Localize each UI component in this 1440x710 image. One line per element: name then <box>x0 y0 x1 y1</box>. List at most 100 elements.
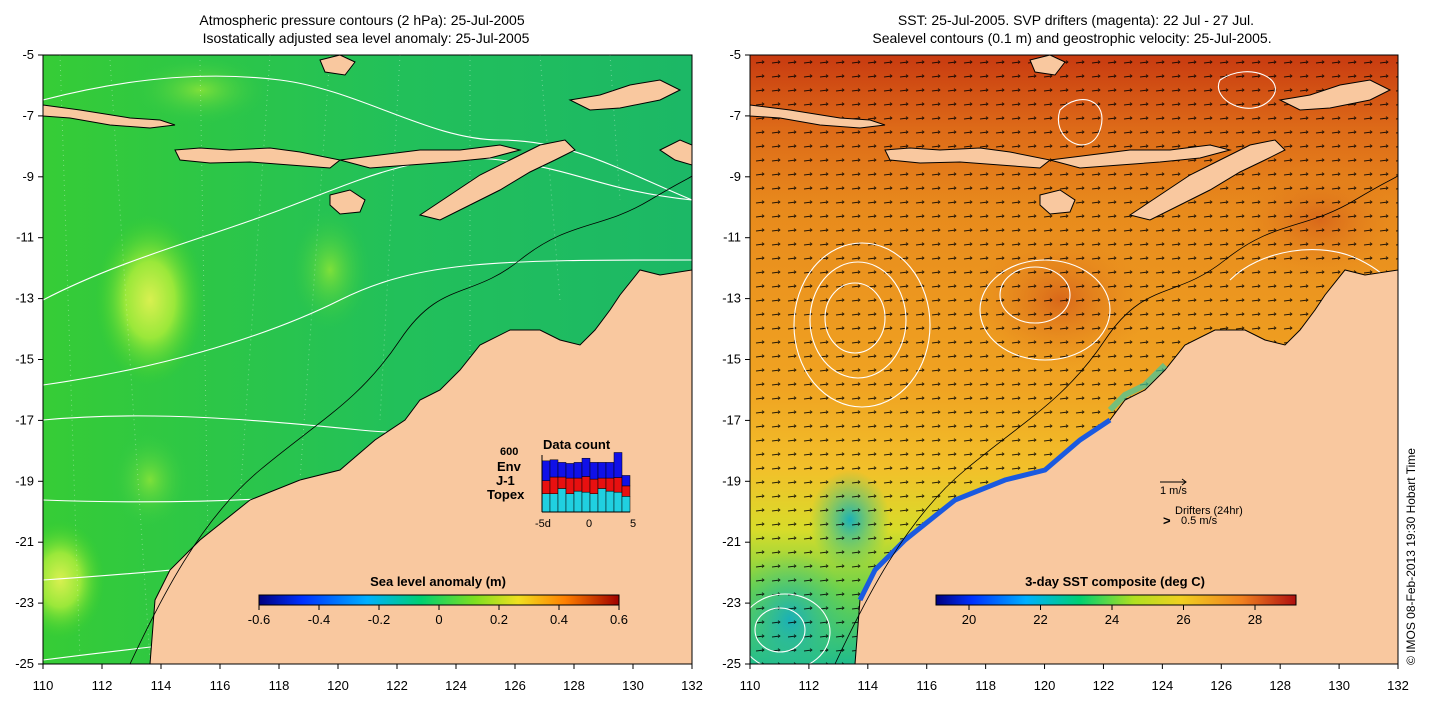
right-xtick-label: 118 <box>975 678 996 693</box>
sla-colorbar-tick-label: -0.2 <box>368 612 390 627</box>
right-xtick-label: 112 <box>799 678 820 693</box>
right-xtick-label: 126 <box>1210 678 1232 693</box>
data-count-bar-topex <box>565 493 575 513</box>
left-ytick-label: -15 <box>15 352 34 367</box>
left-ytick-label: -17 <box>15 412 34 427</box>
sla-colorbar-tick-label: 0.4 <box>550 612 568 627</box>
data-count-xtick-2: 5 <box>630 518 636 530</box>
left-ytick-label: -19 <box>15 473 34 488</box>
timor-island <box>418 139 576 221</box>
left-ytick-label: -21 <box>15 534 34 549</box>
left-xtick-label: 112 <box>92 678 113 693</box>
right-y-axis: -5 -7 -9 -11 -13 -15 -17 -19 -21 -23 -25 <box>722 47 750 671</box>
sst-colorbar-tick-label: 22 <box>1033 612 1047 627</box>
velocity-scale-label: 1 m/s <box>1160 485 1187 497</box>
data-count-bar-j1 <box>557 476 567 489</box>
data-count-bar-env <box>605 462 615 479</box>
right-ytick-label: -13 <box>722 291 741 306</box>
sumba-island <box>329 189 366 215</box>
data-count-xtick-0: -5d <box>535 518 551 530</box>
sla-colorbar-tick-label: 0.6 <box>610 612 628 627</box>
right-xtick-label: 130 <box>1328 678 1350 693</box>
north-island <box>319 55 356 76</box>
data-count-top-value: 600 <box>500 446 518 458</box>
australia-land <box>149 269 692 664</box>
right-xtick-label: 122 <box>1093 678 1115 693</box>
left-y-axis: -5 -7 -9 -11 -13 -15 -17 -19 -21 -23 -25 <box>15 47 43 671</box>
sla-colorbar: Sea level anomaly (m) -0.6 -0.4 -0.2 0 0.2 0.… <box>248 574 628 627</box>
sst-colorbar-tick-label: 26 <box>1176 612 1190 627</box>
right-title-line1: SST: 25-Jul-2005. SVP drifters (magenta)… <box>898 12 1254 28</box>
data-count-bar-env <box>549 459 559 478</box>
data-count-bar-j1 <box>605 477 615 492</box>
left-xtick-label: 132 <box>681 678 703 693</box>
data-count-bar-j1 <box>581 476 591 493</box>
data-count-bar-env <box>589 462 599 480</box>
right-panel: SST: 25-Jul-2005. SVP drifters (magenta)… <box>722 12 1409 693</box>
right-ytick-label: -7 <box>729 108 741 123</box>
sla-colorbar-title: Sea level anomaly (m) <box>370 574 506 589</box>
data-count-bar-env <box>557 462 567 478</box>
right-title-line2: Sealevel contours (0.1 m) and geostrophi… <box>872 30 1271 46</box>
right-ytick-label: -23 <box>722 595 741 610</box>
data-count-bar-j1 <box>613 477 623 493</box>
drifter-symbol: > <box>1163 513 1171 528</box>
right-ytick-label: -19 <box>722 473 741 488</box>
flores-island <box>339 144 522 169</box>
lombok-sumbawa-island <box>174 147 342 169</box>
sla-colorbar-tick-label: 0.2 <box>490 612 508 627</box>
legend-topex: Topex <box>487 487 525 502</box>
data-count-bar-j1 <box>549 476 559 494</box>
left-title-line1: Atmospheric pressure contours (2 hPa): 2… <box>199 12 524 28</box>
sst-colorbar-bar <box>935 594 1297 606</box>
legend-env: Env <box>497 459 522 474</box>
sla-colorbar-tick-label: 0 <box>435 612 442 627</box>
left-xtick-label: 122 <box>386 678 408 693</box>
data-count-bar-env <box>581 457 591 477</box>
sst-colorbar-title: 3-day SST composite (deg C) <box>1025 574 1205 589</box>
right-xtick-label: 110 <box>740 678 761 693</box>
left-title-line2: Isostatically adjusted sea level anomaly… <box>203 30 530 46</box>
data-count-bar-j1 <box>589 478 599 494</box>
sst-colorbar-tick-label: 28 <box>1248 612 1262 627</box>
velocity-scale: 1 m/s <box>1160 478 1187 497</box>
data-count-bar-j1 <box>621 485 631 497</box>
legend-j1: J-1 <box>496 473 515 488</box>
sst-map <box>750 55 1398 664</box>
right-xtick-label: 132 <box>1387 678 1409 693</box>
drifters-label: Drifters (24hr) <box>1175 505 1243 517</box>
right-ytick-label: -15 <box>722 352 741 367</box>
right-ytick-label: -5 <box>729 47 741 62</box>
left-xtick-label: 120 <box>327 678 349 693</box>
left-ytick-label: -9 <box>22 169 34 184</box>
right-x-axis: 110 112 114 116 118 120 122 124 126 128 130 132 <box>740 664 1409 693</box>
left-panel: Atmospheric pressure contours (2 hPa): 2… <box>15 12 703 693</box>
data-count-bar-env <box>573 462 583 479</box>
data-count-bar-topex <box>549 493 559 513</box>
data-count-bar-topex <box>613 491 623 513</box>
data-count-bar-j1 <box>565 477 575 494</box>
left-xtick-label: 128 <box>563 678 585 693</box>
data-count-bar-env <box>565 463 575 479</box>
left-xtick-label: 110 <box>33 678 54 693</box>
left-ytick-label: -23 <box>15 595 34 610</box>
sea-level-anomaly-map <box>43 55 692 664</box>
data-count-bar-topex <box>557 488 567 513</box>
data-count-bar-j1 <box>541 480 551 494</box>
right-ytick-label: -25 <box>722 656 741 671</box>
left-x-axis: 110 112 114 116 118 120 122 124 126 128 130 132 <box>33 664 703 693</box>
left-ytick-label: -13 <box>15 291 34 306</box>
data-count-bar-j1 <box>573 477 583 492</box>
data-count-bar-topex <box>573 490 583 513</box>
data-count-bar-topex <box>541 493 551 513</box>
data-count-title: Data count <box>543 437 611 452</box>
left-xtick-label: 130 <box>622 678 644 693</box>
left-xtick-label: 114 <box>151 678 172 693</box>
data-count-bars <box>541 452 631 513</box>
data-count-bar-env <box>541 460 551 481</box>
drifters-legend: Drifters (24hr) > 0.5 m/s <box>1163 505 1243 528</box>
left-ytick-label: -5 <box>22 47 34 62</box>
right-xtick-label: 124 <box>1152 678 1174 693</box>
tanimbar-island <box>659 139 692 166</box>
